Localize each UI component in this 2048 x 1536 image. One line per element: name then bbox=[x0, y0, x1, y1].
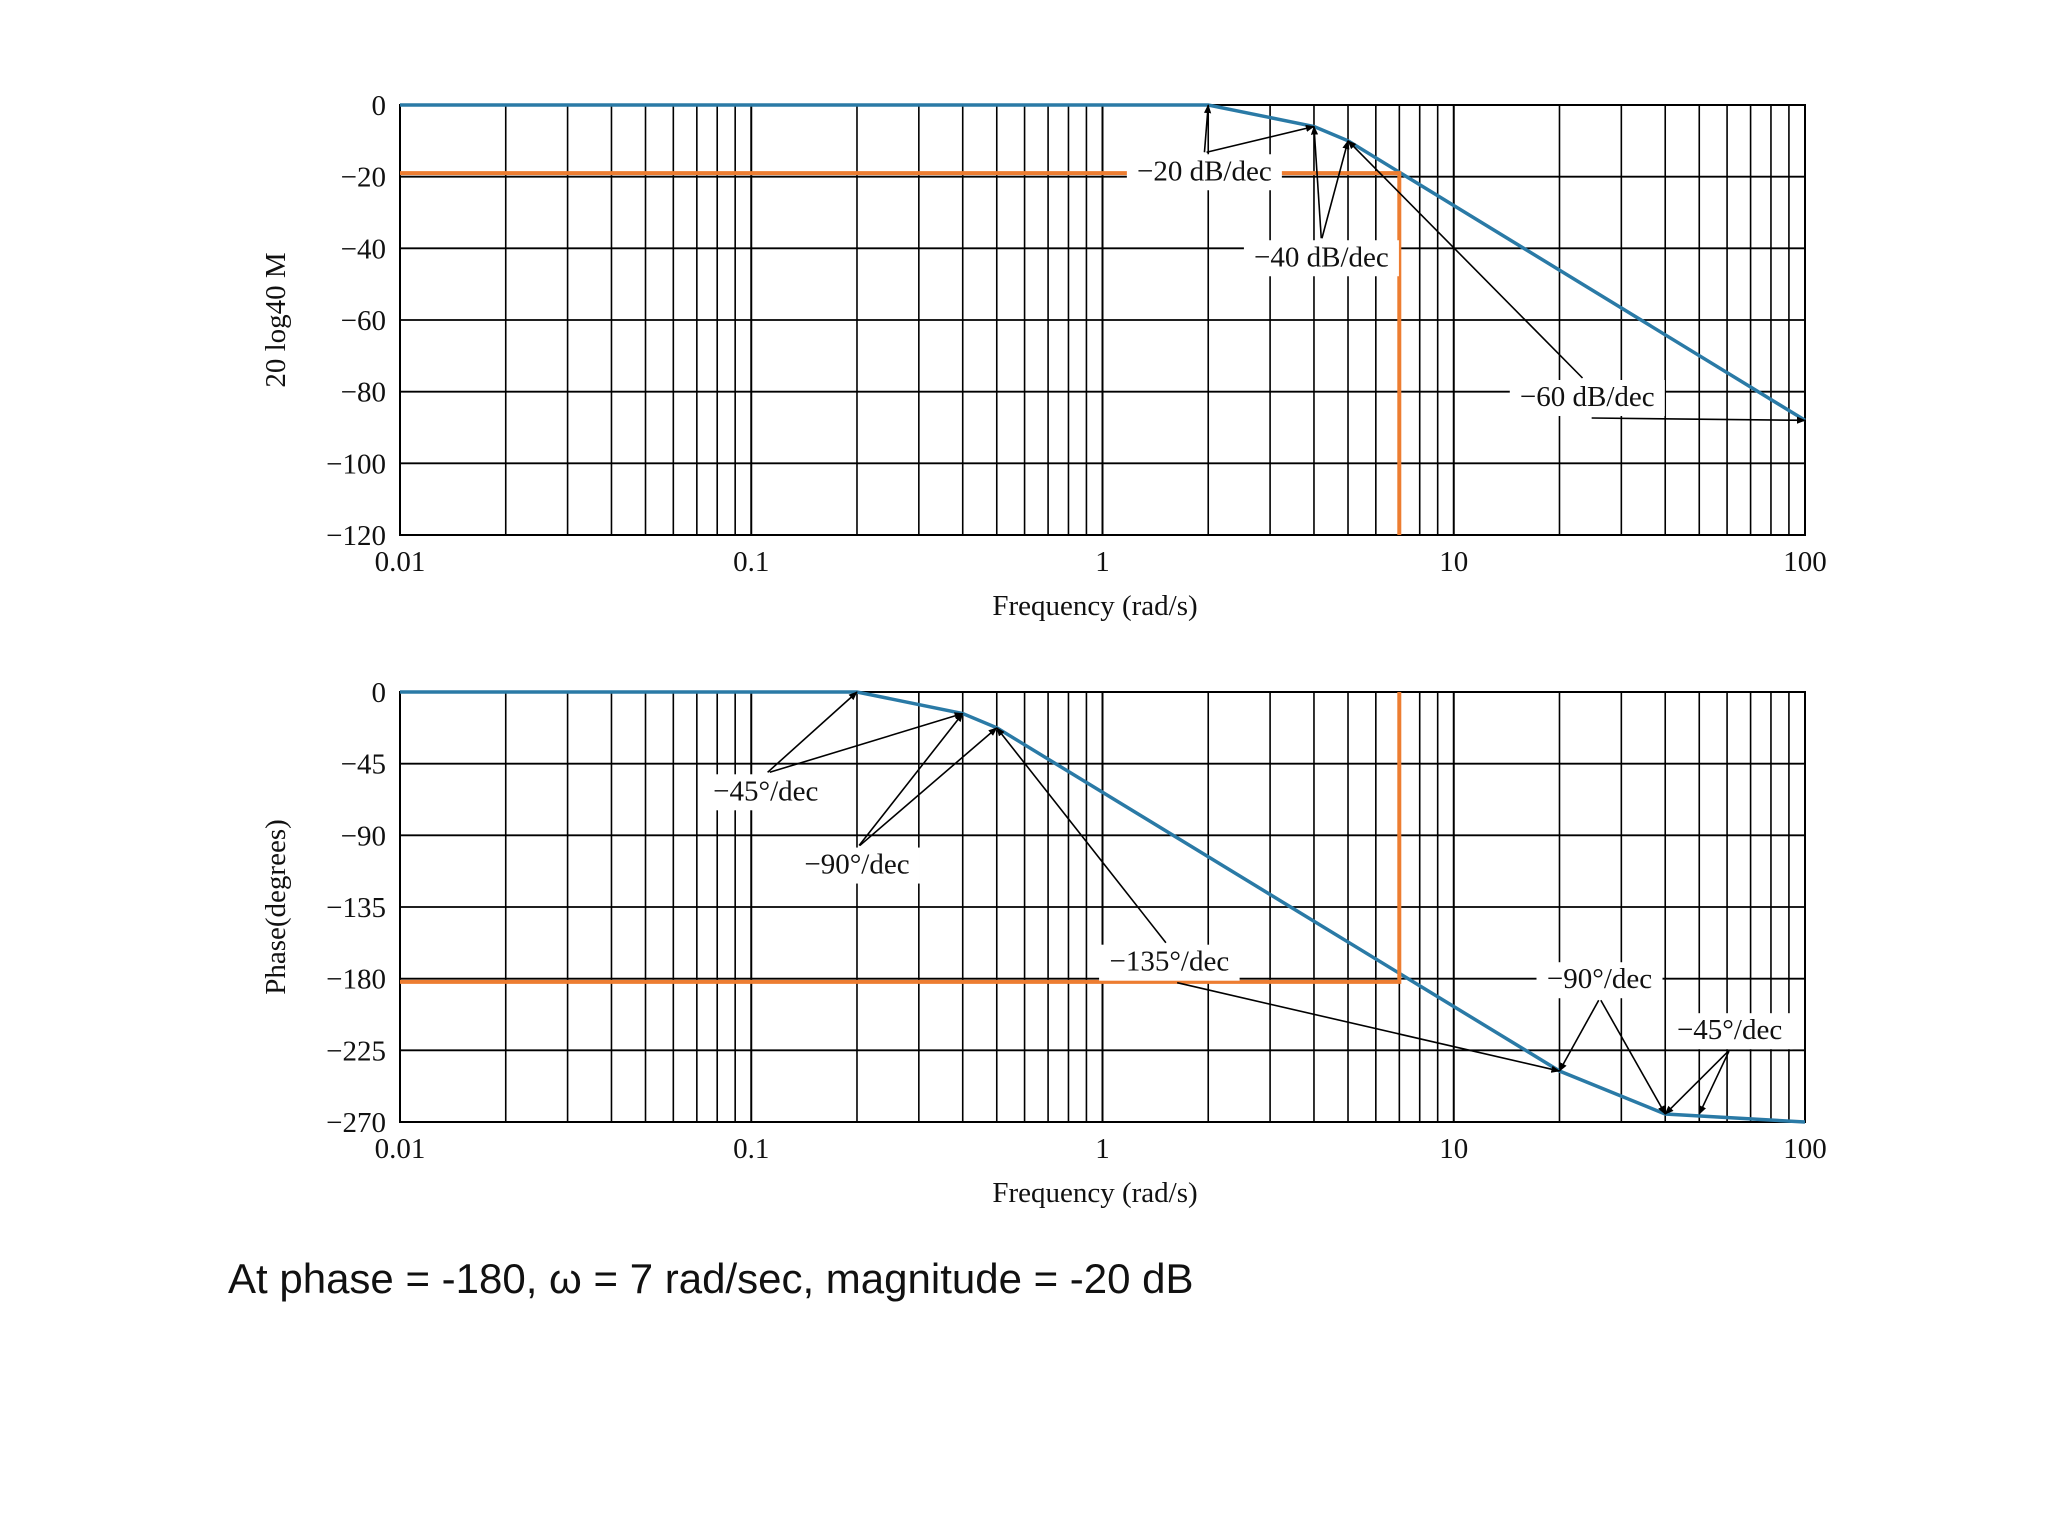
y-tick-label: −45 bbox=[341, 749, 386, 781]
annotation-background bbox=[702, 774, 829, 811]
slope-annotation: −20 dB/dec bbox=[1137, 155, 1272, 187]
y-tick-label: −100 bbox=[326, 448, 386, 480]
y-tick-label: −180 bbox=[326, 964, 386, 996]
x-axis-title: Frequency (rad/s) bbox=[992, 590, 1197, 622]
annotation-arrow bbox=[858, 712, 964, 847]
x-tick-label: 0.01 bbox=[375, 1133, 426, 1165]
reference-line bbox=[400, 171, 1402, 535]
annotation-arrow bbox=[1664, 1050, 1729, 1115]
annotation-background bbox=[1099, 944, 1240, 981]
annotation-arrow bbox=[1698, 1050, 1730, 1115]
y-tick-label: 0 bbox=[372, 90, 387, 122]
annotation-arrow bbox=[1176, 981, 1561, 1073]
slope-annotation: −40 dB/dec bbox=[1254, 241, 1389, 273]
annotation-arrow bbox=[996, 727, 1167, 944]
annotation-background bbox=[793, 847, 920, 884]
x-tick-label: 100 bbox=[1783, 1133, 1827, 1165]
annotation-arrow bbox=[1206, 124, 1315, 154]
annotation-background bbox=[1536, 962, 1663, 999]
slope-annotation: −60 dB/dec bbox=[1520, 381, 1655, 413]
annotation-arrow bbox=[1310, 125, 1323, 239]
slope-annotation: −135°/dec bbox=[1109, 946, 1229, 978]
x-tick-label: 10 bbox=[1439, 1133, 1468, 1165]
annotation-arrow bbox=[767, 691, 858, 773]
plot-frame bbox=[399, 691, 1806, 1123]
slope-annotation: −45°/dec bbox=[713, 775, 818, 807]
slope-annotation: −90°/dec bbox=[804, 849, 909, 881]
x-tick-label: 0.01 bbox=[375, 546, 426, 578]
y-axis-title: 20 log40 M bbox=[260, 252, 292, 387]
y-tick-label: −270 bbox=[326, 1107, 386, 1139]
annotation-arrow bbox=[1347, 140, 1584, 379]
y-tick-label: −80 bbox=[341, 377, 386, 409]
annotation-background bbox=[1509, 380, 1665, 416]
annotation-arrow bbox=[1203, 104, 1212, 153]
y-tick-label: −120 bbox=[326, 520, 386, 552]
x-tick-label: 0.1 bbox=[733, 1133, 769, 1165]
annotation-background bbox=[1666, 1013, 1793, 1050]
slope-annotation: −90°/dec bbox=[1547, 963, 1652, 995]
annotation-arrow bbox=[1321, 139, 1350, 239]
x-tick-label: 100 bbox=[1783, 546, 1827, 578]
annotation-background bbox=[1126, 154, 1282, 191]
y-tick-label: −135 bbox=[326, 892, 386, 924]
annotation-arrow bbox=[859, 727, 998, 847]
y-tick-label: 0 bbox=[372, 677, 387, 709]
x-tick-label: 10 bbox=[1439, 546, 1468, 578]
annotation-arrow bbox=[769, 712, 964, 774]
annotation-arrow bbox=[1600, 999, 1666, 1115]
y-tick-label: −40 bbox=[341, 233, 386, 265]
slope-annotation: −45°/dec bbox=[1677, 1014, 1782, 1046]
caption: At phase = -180, ω = 7 rad/sec, magnitud… bbox=[228, 1255, 1194, 1302]
x-axis-title: Frequency (rad/s) bbox=[992, 1177, 1197, 1209]
annotation-background bbox=[1243, 240, 1399, 277]
x-tick-label: 1 bbox=[1095, 1133, 1110, 1165]
y-tick-label: −60 bbox=[341, 305, 386, 337]
x-tick-label: 1 bbox=[1095, 546, 1110, 578]
y-tick-label: −20 bbox=[341, 162, 386, 194]
reference-line bbox=[400, 692, 1402, 984]
annotation-arrow bbox=[1591, 416, 1806, 424]
y-axis-title: Phase(degrees) bbox=[260, 819, 292, 995]
x-tick-label: 0.1 bbox=[733, 546, 769, 578]
y-tick-label: −90 bbox=[341, 820, 386, 852]
y-tick-label: −225 bbox=[326, 1035, 386, 1067]
annotation-arrow bbox=[1558, 999, 1600, 1072]
